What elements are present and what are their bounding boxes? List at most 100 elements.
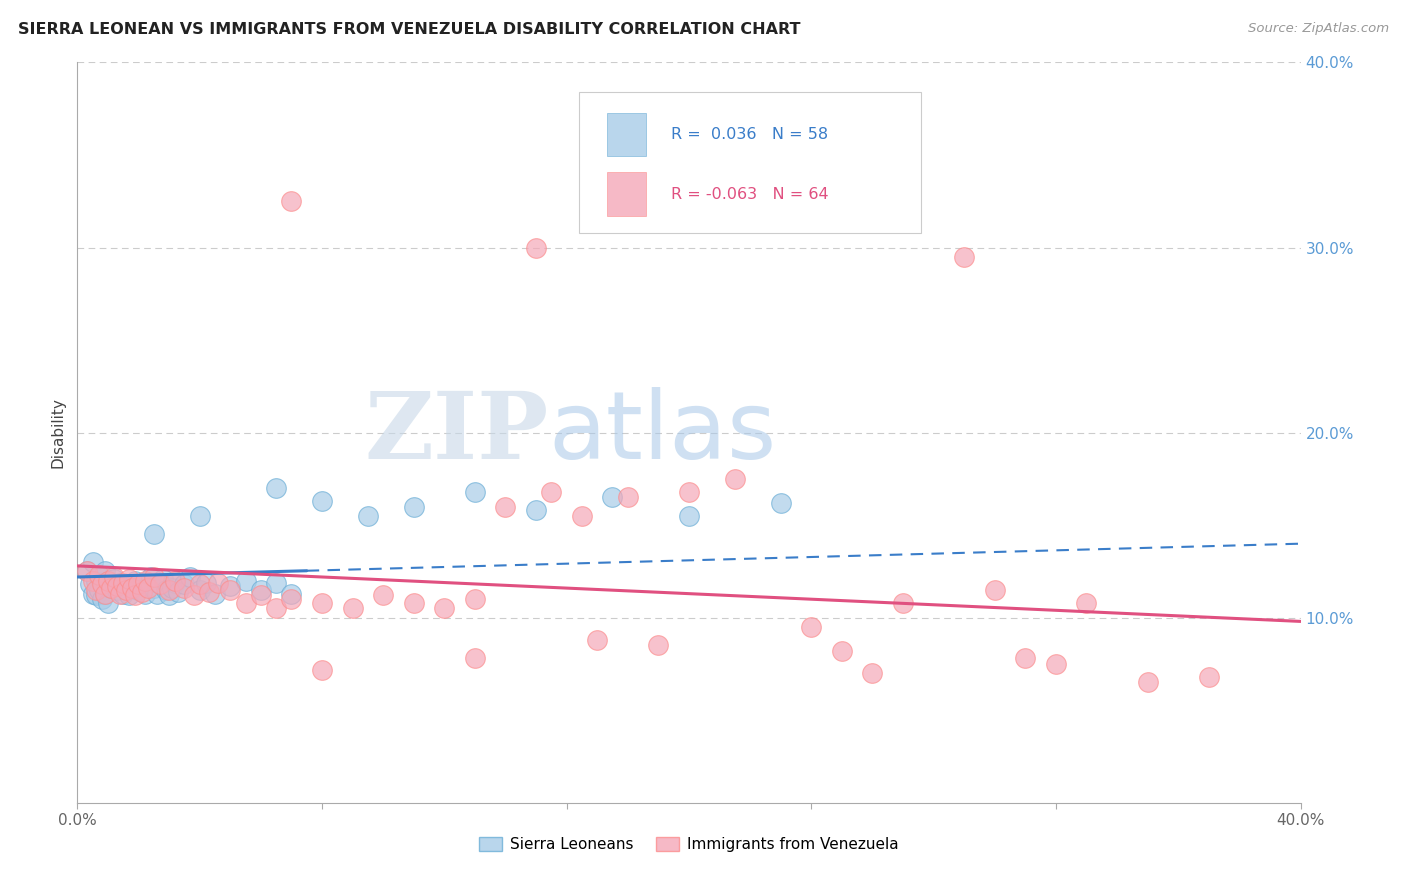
Point bbox=[586, 632, 609, 647]
Point bbox=[100, 581, 122, 595]
Point bbox=[121, 581, 143, 595]
Point bbox=[678, 508, 700, 523]
Point bbox=[1136, 675, 1159, 690]
Point bbox=[124, 574, 146, 588]
Point bbox=[121, 581, 143, 595]
Point bbox=[769, 496, 792, 510]
Point bbox=[76, 565, 98, 579]
Point bbox=[342, 601, 364, 615]
Point bbox=[149, 577, 172, 591]
Point bbox=[280, 592, 302, 607]
Point bbox=[142, 570, 165, 584]
Point bbox=[127, 582, 149, 597]
Text: atlas: atlas bbox=[548, 386, 776, 479]
Point bbox=[235, 596, 257, 610]
Point bbox=[311, 663, 333, 677]
Point bbox=[188, 577, 211, 591]
Point bbox=[740, 185, 762, 199]
Point bbox=[87, 582, 110, 597]
Point bbox=[146, 587, 169, 601]
FancyBboxPatch shape bbox=[607, 112, 647, 156]
Point bbox=[82, 574, 104, 588]
Point bbox=[235, 574, 257, 588]
Point bbox=[311, 596, 333, 610]
FancyBboxPatch shape bbox=[579, 92, 921, 233]
Point bbox=[464, 651, 486, 665]
Point bbox=[165, 574, 187, 588]
Point bbox=[800, 620, 823, 634]
Point bbox=[540, 484, 562, 499]
Point bbox=[264, 481, 287, 495]
Point bbox=[94, 587, 117, 601]
Point bbox=[571, 508, 593, 523]
Point bbox=[84, 582, 107, 597]
Point bbox=[79, 577, 101, 591]
Point bbox=[891, 596, 914, 610]
Point bbox=[1076, 596, 1098, 610]
Point bbox=[207, 575, 229, 590]
Point bbox=[357, 508, 380, 523]
Point bbox=[194, 575, 217, 590]
Point bbox=[103, 572, 125, 586]
Text: R = -0.063   N = 64: R = -0.063 N = 64 bbox=[671, 186, 828, 202]
Text: SIERRA LEONEAN VS IMMIGRANTS FROM VENEZUELA DISABILITY CORRELATION CHART: SIERRA LEONEAN VS IMMIGRANTS FROM VENEZU… bbox=[18, 22, 801, 37]
Text: Source: ZipAtlas.com: Source: ZipAtlas.com bbox=[1249, 22, 1389, 36]
Point bbox=[602, 491, 624, 505]
Point bbox=[105, 579, 128, 593]
Point bbox=[131, 575, 153, 590]
Point bbox=[617, 491, 640, 505]
Point bbox=[984, 582, 1007, 597]
Point bbox=[152, 572, 174, 586]
Point bbox=[100, 581, 122, 595]
Point bbox=[134, 587, 156, 601]
Point bbox=[250, 589, 273, 603]
Point bbox=[118, 589, 141, 603]
Point bbox=[90, 577, 112, 591]
Point bbox=[402, 500, 425, 514]
Point bbox=[280, 587, 302, 601]
Point bbox=[108, 575, 131, 590]
Point bbox=[831, 644, 853, 658]
Point bbox=[97, 574, 120, 588]
Point bbox=[94, 587, 117, 601]
Point bbox=[76, 565, 98, 579]
Point bbox=[149, 577, 172, 591]
Point bbox=[131, 584, 153, 599]
Point bbox=[136, 581, 159, 595]
Point bbox=[112, 575, 135, 590]
Point bbox=[94, 565, 117, 579]
Point bbox=[173, 581, 195, 595]
Text: ZIP: ZIP bbox=[364, 388, 548, 477]
Point bbox=[1014, 651, 1036, 665]
Point bbox=[433, 601, 456, 615]
Point bbox=[115, 577, 138, 591]
Point bbox=[647, 639, 669, 653]
Point bbox=[108, 587, 131, 601]
Point bbox=[724, 472, 747, 486]
Point bbox=[188, 582, 211, 597]
Point bbox=[118, 572, 141, 586]
Point bbox=[953, 250, 976, 264]
Point bbox=[179, 570, 201, 584]
Point bbox=[173, 577, 195, 591]
Point bbox=[264, 601, 287, 615]
Point bbox=[157, 589, 180, 603]
Point bbox=[127, 577, 149, 591]
Point bbox=[160, 581, 183, 595]
Point bbox=[142, 581, 165, 595]
Point bbox=[524, 240, 547, 255]
Text: R =  0.036   N = 58: R = 0.036 N = 58 bbox=[671, 128, 828, 143]
Point bbox=[84, 589, 107, 603]
Point bbox=[311, 494, 333, 508]
Y-axis label: Disability: Disability bbox=[51, 397, 66, 468]
Point bbox=[90, 592, 112, 607]
Point bbox=[103, 570, 125, 584]
Point bbox=[862, 666, 884, 681]
Point bbox=[97, 574, 120, 588]
Point bbox=[115, 582, 138, 597]
Point bbox=[464, 484, 486, 499]
Point bbox=[524, 503, 547, 517]
Point bbox=[183, 589, 205, 603]
Point bbox=[165, 575, 187, 590]
Point bbox=[167, 584, 190, 599]
